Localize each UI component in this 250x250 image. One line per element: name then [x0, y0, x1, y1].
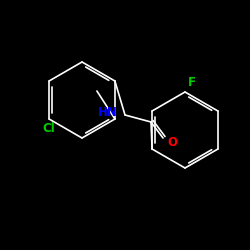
Text: F: F — [188, 76, 196, 89]
Text: Cl: Cl — [43, 122, 56, 135]
Text: HN: HN — [98, 106, 118, 120]
Text: O: O — [167, 136, 177, 148]
